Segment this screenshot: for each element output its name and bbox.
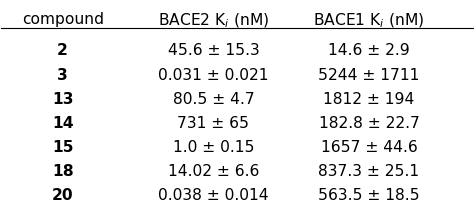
Text: 14: 14 [52,116,73,131]
Text: 5244 ± 1711: 5244 ± 1711 [318,68,419,83]
Text: 18: 18 [52,164,73,179]
Text: 731 ± 65: 731 ± 65 [177,116,249,131]
Text: 20: 20 [52,189,73,203]
Text: 15: 15 [52,140,73,155]
Text: 14.6 ± 2.9: 14.6 ± 2.9 [328,43,410,58]
Text: compound: compound [22,12,104,27]
Text: 13: 13 [52,92,73,107]
Text: 14.02 ± 6.6: 14.02 ± 6.6 [168,164,259,179]
Text: BACE1 K$_i$ (nM): BACE1 K$_i$ (nM) [313,12,425,30]
Text: 1812 ± 194: 1812 ± 194 [323,92,415,107]
Text: 0.038 ± 0.014: 0.038 ± 0.014 [158,189,269,203]
Text: BACE2 K$_i$ (nM): BACE2 K$_i$ (nM) [158,12,269,30]
Text: 1657 ± 44.6: 1657 ± 44.6 [320,140,417,155]
Text: 45.6 ± 15.3: 45.6 ± 15.3 [168,43,259,58]
Text: 3: 3 [57,68,68,83]
Text: 563.5 ± 18.5: 563.5 ± 18.5 [318,189,420,203]
Text: 182.8 ± 22.7: 182.8 ± 22.7 [319,116,419,131]
Text: 837.3 ± 25.1: 837.3 ± 25.1 [319,164,419,179]
Text: 2: 2 [57,43,68,58]
Text: 80.5 ± 4.7: 80.5 ± 4.7 [173,92,255,107]
Text: 1.0 ± 0.15: 1.0 ± 0.15 [173,140,254,155]
Text: 0.031 ± 0.021: 0.031 ± 0.021 [158,68,269,83]
